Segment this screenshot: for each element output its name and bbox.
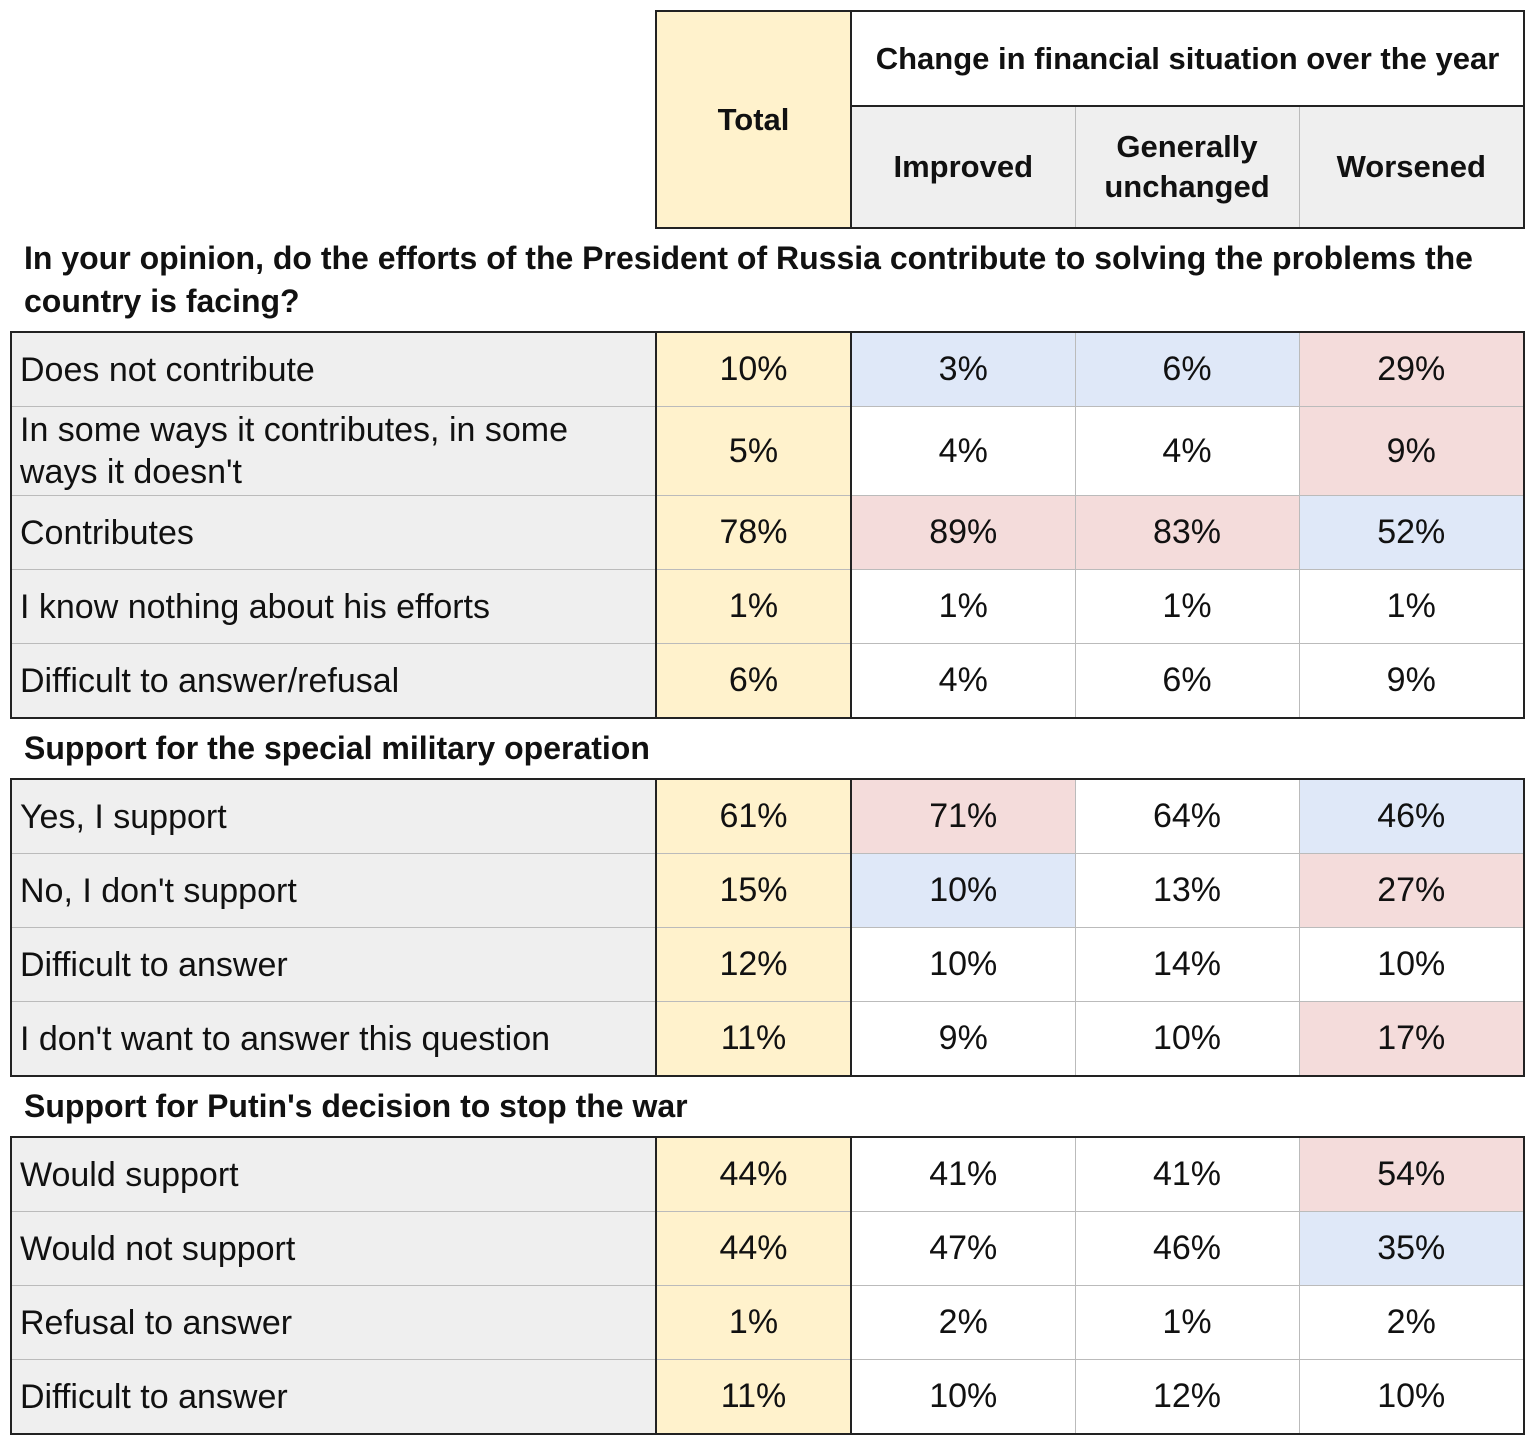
total-cell: 15%: [655, 853, 852, 928]
value-cell: 64%: [1074, 778, 1300, 854]
value-cell: 71%: [850, 778, 1076, 854]
header-table: Total Change in financial situation over…: [655, 10, 1526, 229]
total-cell: 11%: [655, 1359, 852, 1435]
value-cell: 9%: [1298, 643, 1525, 719]
total-cell: 61%: [655, 778, 852, 854]
total-cell: 44%: [655, 1136, 852, 1212]
total-cell: 1%: [655, 1285, 852, 1360]
page: Total Change in financial situation over…: [10, 10, 1526, 1435]
row-label: In some ways it contributes, in some way…: [10, 406, 657, 496]
value-cell: 52%: [1298, 495, 1525, 570]
value-cell: 6%: [1074, 331, 1300, 407]
value-cell: 4%: [1074, 406, 1300, 496]
row-label: Does not contribute: [10, 331, 657, 407]
value-cell: 10%: [1074, 1001, 1300, 1077]
total-cell: 12%: [655, 927, 852, 1002]
row: Would not support 44% 47% 46% 35%: [10, 1211, 1525, 1286]
section-table: Yes, I support 61% 71% 64% 46% No, I don't su…: [10, 778, 1525, 1077]
value-cell: 3%: [850, 331, 1076, 407]
value-cell: 4%: [850, 643, 1076, 719]
value-cell: 54%: [1298, 1136, 1525, 1212]
value-cell: 35%: [1298, 1211, 1525, 1286]
value-cell: 9%: [1298, 406, 1525, 496]
value-cell: 29%: [1298, 331, 1525, 407]
row: In some ways it contributes, in some way…: [10, 406, 1525, 496]
row-label: Refusal to answer: [10, 1285, 657, 1360]
total-cell: 10%: [655, 331, 852, 407]
value-cell: 41%: [850, 1136, 1076, 1212]
row-label: Difficult to answer: [10, 927, 657, 1002]
total-cell: 44%: [655, 1211, 852, 1286]
value-cell: 89%: [850, 495, 1076, 570]
group-header: Change in financial situation over the y…: [850, 10, 1525, 107]
row-label: No, I don't support: [10, 853, 657, 928]
row-label: Yes, I support: [10, 778, 657, 854]
value-cell: 6%: [1074, 643, 1300, 719]
row-label: Would support: [10, 1136, 657, 1212]
row: Does not contribute 10% 3% 6% 29%: [10, 331, 1525, 407]
value-cell: 9%: [850, 1001, 1076, 1077]
value-cell: 10%: [1298, 927, 1525, 1002]
row-label: Contributes: [10, 495, 657, 570]
value-cell: 46%: [1298, 778, 1525, 854]
column-header: Worsened: [1298, 105, 1525, 229]
value-cell: 2%: [1298, 1285, 1525, 1360]
total-header: Total: [655, 10, 852, 229]
value-cell: 2%: [850, 1285, 1076, 1360]
row: Difficult to answer 11% 10% 12% 10%: [10, 1359, 1525, 1435]
row-label: Would not support: [10, 1211, 657, 1286]
value-cell: 10%: [850, 1359, 1076, 1435]
value-cell: 14%: [1074, 927, 1300, 1002]
value-cell: 12%: [1074, 1359, 1300, 1435]
sections: In your opinion, do the efforts of the P…: [10, 229, 1525, 1435]
row: Difficult to answer/refusal 6% 4% 6% 9%: [10, 643, 1525, 719]
value-cell: 4%: [850, 406, 1076, 496]
row: Refusal to answer 1% 2% 1% 2%: [10, 1285, 1525, 1360]
value-cell: 17%: [1298, 1001, 1525, 1077]
total-cell: 78%: [655, 495, 852, 570]
section-title: Support for Putin's decision to stop the…: [24, 1088, 688, 1124]
value-cell: 27%: [1298, 853, 1525, 928]
row: I know nothing about his efforts 1% 1% 1% 1%: [10, 569, 1525, 644]
total-cell: 6%: [655, 643, 852, 719]
row: I don't want to answer this question 11% 9…: [10, 1001, 1525, 1077]
row: Would support 44% 41% 41% 54%: [10, 1136, 1525, 1212]
value-cell: 13%: [1074, 853, 1300, 928]
value-cell: 1%: [850, 569, 1076, 644]
row-label: I know nothing about his efforts: [10, 569, 657, 644]
section-table: Does not contribute 10% 3% 6% 29% In some way…: [10, 331, 1525, 719]
value-cell: 1%: [1298, 569, 1525, 644]
value-cell: 10%: [850, 927, 1076, 1002]
value-cell: 10%: [850, 853, 1076, 928]
column-header: Improved: [850, 105, 1076, 229]
row-label: I don't want to answer this question: [10, 1001, 657, 1077]
section-title: In your opinion, do the efforts of the P…: [24, 240, 1473, 319]
value-cell: 1%: [1074, 1285, 1300, 1360]
row-label: Difficult to answer: [10, 1359, 657, 1435]
row: Yes, I support 61% 71% 64% 46%: [10, 778, 1525, 854]
total-cell: 11%: [655, 1001, 852, 1077]
section-table: Would support 44% 41% 41% 54% Would not suppo…: [10, 1136, 1525, 1435]
row: Contributes 78% 89% 83% 52%: [10, 495, 1525, 570]
value-cell: 47%: [850, 1211, 1076, 1286]
value-cell: 10%: [1298, 1359, 1525, 1435]
total-cell: 1%: [655, 569, 852, 644]
column-header: Generally unchanged: [1074, 105, 1300, 229]
row: No, I don't support 15% 10% 13% 27%: [10, 853, 1525, 928]
value-cell: 1%: [1074, 569, 1300, 644]
value-cell: 41%: [1074, 1136, 1300, 1212]
section-title: Support for the special military operati…: [24, 730, 650, 766]
row-label: Difficult to answer/refusal: [10, 643, 657, 719]
row: Difficult to answer 12% 10% 14% 10%: [10, 927, 1525, 1002]
value-cell: 83%: [1074, 495, 1300, 570]
value-cell: 46%: [1074, 1211, 1300, 1286]
total-cell: 5%: [655, 406, 852, 496]
